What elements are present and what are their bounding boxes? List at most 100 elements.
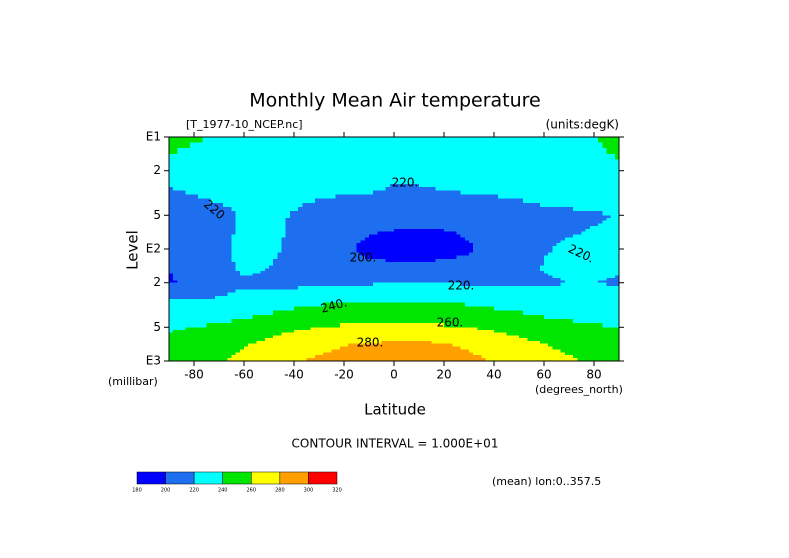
contour-cell bbox=[248, 174, 253, 178]
contour-cell bbox=[194, 280, 199, 284]
contour-cell bbox=[231, 165, 237, 172]
contour-cell bbox=[410, 273, 416, 277]
contour-cell bbox=[381, 234, 387, 239]
contour-cell bbox=[339, 174, 345, 178]
contour-cell bbox=[285, 275, 291, 279]
contour-cell bbox=[406, 187, 412, 192]
contour-cell bbox=[356, 223, 362, 227]
contour-cell bbox=[244, 286, 249, 290]
contour-cell bbox=[473, 202, 478, 208]
contour-cell bbox=[306, 207, 312, 212]
contour-cell bbox=[169, 265, 174, 270]
contour-cell bbox=[598, 183, 603, 188]
contour-cell bbox=[377, 275, 383, 279]
contour-cell bbox=[548, 218, 553, 222]
contour-cell bbox=[489, 234, 495, 239]
contour-cell bbox=[356, 142, 362, 149]
contour-cell bbox=[273, 271, 278, 274]
contour-cell bbox=[419, 218, 424, 222]
contour-cell bbox=[289, 177, 295, 182]
contour-cell bbox=[456, 159, 462, 166]
contour-cell bbox=[535, 159, 541, 166]
contour-cell bbox=[498, 240, 503, 244]
contour-cell bbox=[269, 295, 274, 300]
contour-cell bbox=[369, 249, 374, 253]
contour-cell bbox=[319, 240, 324, 244]
contour-cell bbox=[560, 228, 566, 233]
contour-cell bbox=[331, 268, 337, 272]
contour-cell bbox=[289, 246, 295, 250]
contour-cell bbox=[523, 190, 528, 196]
contour-cell bbox=[514, 223, 520, 227]
contour-cell bbox=[269, 174, 274, 178]
contour-cell bbox=[494, 226, 499, 230]
contour-cell bbox=[569, 271, 574, 274]
contour-cell bbox=[198, 202, 203, 208]
contour-cell bbox=[519, 207, 524, 212]
contour-cell bbox=[548, 255, 553, 260]
contour-cell bbox=[431, 258, 437, 263]
contour-cell bbox=[181, 215, 187, 219]
contour-cell bbox=[298, 262, 303, 267]
contour-cell bbox=[573, 249, 578, 253]
contour-cell bbox=[227, 262, 233, 267]
contour-cell bbox=[544, 268, 549, 272]
contour-cell bbox=[598, 278, 603, 281]
contour-cell bbox=[552, 268, 558, 272]
contour-cell bbox=[452, 165, 458, 172]
contour-cell bbox=[189, 215, 195, 219]
contour-cell bbox=[519, 215, 524, 219]
contour-cell bbox=[423, 252, 428, 257]
contour-cell bbox=[489, 289, 495, 294]
contour-cell bbox=[510, 246, 516, 250]
contour-cell bbox=[273, 170, 278, 175]
contour-cell bbox=[235, 237, 241, 241]
contour-cell bbox=[527, 240, 533, 244]
contour-cell bbox=[223, 226, 228, 230]
contour-cell bbox=[389, 246, 395, 250]
contour-cell bbox=[252, 280, 258, 284]
contour-cell bbox=[177, 278, 183, 281]
contour-cell bbox=[252, 137, 258, 144]
contour-cell bbox=[394, 187, 399, 192]
contour-cell bbox=[235, 299, 241, 304]
contour-cell bbox=[264, 246, 270, 250]
contour-cell bbox=[360, 215, 366, 219]
contour-cell bbox=[510, 215, 516, 219]
contour-cell bbox=[248, 177, 253, 182]
contour-cell bbox=[506, 268, 512, 272]
contour-cell bbox=[419, 177, 424, 182]
contour-cell bbox=[360, 177, 366, 182]
contour-cell bbox=[477, 258, 483, 263]
contour-cell bbox=[169, 170, 174, 175]
contour-cell bbox=[244, 243, 249, 247]
contour-cell bbox=[444, 142, 449, 149]
contour-cell bbox=[244, 174, 249, 178]
contour-cell bbox=[560, 243, 566, 247]
contour-cell bbox=[535, 223, 541, 227]
contour-cell bbox=[548, 273, 553, 277]
contour-cell bbox=[502, 249, 508, 253]
contour-cell bbox=[535, 218, 541, 222]
contour-cell bbox=[189, 265, 195, 270]
contour-cell bbox=[319, 268, 324, 272]
contour-cell bbox=[531, 268, 537, 272]
contour-cell bbox=[260, 177, 266, 182]
contour-cell bbox=[235, 218, 241, 222]
contour-cell bbox=[198, 275, 203, 279]
contour-cell bbox=[444, 215, 449, 219]
contour-cell bbox=[314, 165, 320, 172]
contour-cell bbox=[327, 170, 333, 175]
contour-cell bbox=[481, 268, 487, 272]
contour-cell bbox=[602, 223, 608, 227]
contour-cell bbox=[573, 275, 578, 279]
contour-cell bbox=[473, 278, 478, 281]
contour-cell bbox=[335, 258, 341, 263]
contour-cell bbox=[523, 148, 528, 155]
contour-cell bbox=[614, 234, 620, 239]
contour-cell bbox=[510, 148, 516, 155]
contour-cell bbox=[498, 148, 503, 155]
contour-cell bbox=[260, 240, 266, 244]
contour-cell bbox=[419, 289, 424, 294]
contour-cell bbox=[535, 174, 541, 178]
